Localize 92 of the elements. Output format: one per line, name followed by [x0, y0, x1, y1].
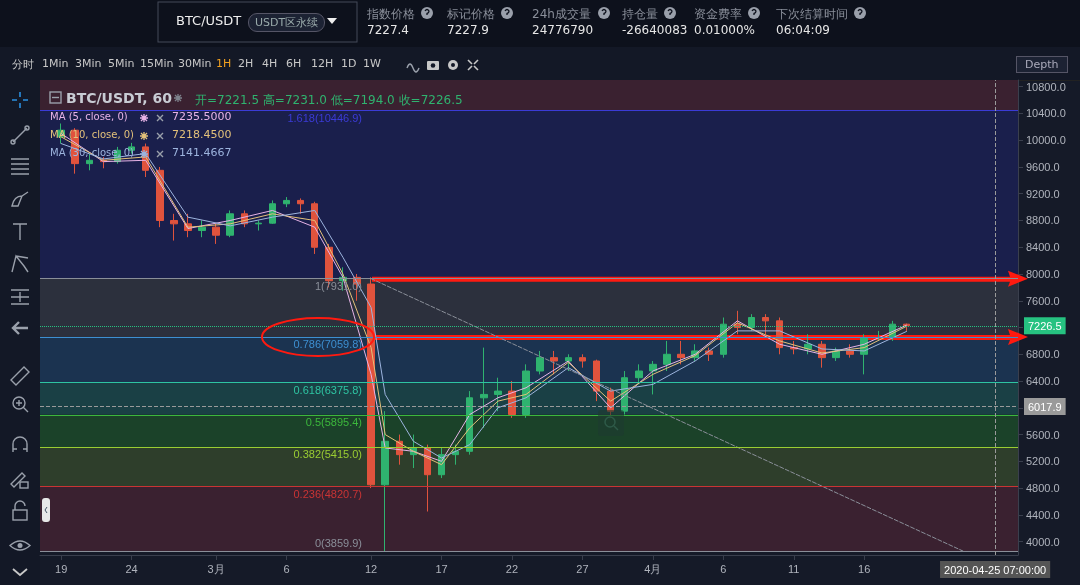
text: 7227.4: [367, 23, 409, 37]
candlestick: [762, 313, 769, 335]
x-tick-label: 22: [505, 562, 519, 575]
x-tick-label: 3月: [207, 562, 225, 575]
y-tick-label: 8000.0: [1026, 268, 1060, 281]
x-tick-label: 11: [788, 562, 800, 575]
x-tick-label: 17: [435, 562, 448, 575]
text: 2H: [238, 57, 254, 70]
candlestick: [677, 340, 685, 365]
text: 指数价格: [367, 6, 415, 23]
ref-line-label: 2020-04-25 07:00:00: [944, 563, 1047, 576]
text: 下次结算时间: [776, 6, 848, 23]
candlestick: [635, 363, 643, 385]
y-tick-label: 9600.0: [1026, 160, 1060, 173]
legend-label: MA (5, close, 0): [50, 111, 128, 122]
y-tick-label: 5600.0: [1026, 428, 1060, 441]
candlestick: [649, 360, 657, 395]
candlestick: [86, 153, 93, 171]
text: 1Min: [42, 57, 69, 70]
ref-line-label: 0.618(6375.8): [293, 384, 362, 397]
candlestick: [198, 219, 206, 238]
candlestick: [550, 350, 558, 375]
text: 分时: [12, 57, 34, 72]
text: 30Min: [178, 57, 212, 70]
x-tick-label: 16: [858, 562, 871, 575]
x-tick-label: 6: [720, 562, 727, 575]
ref-line-label: 0(3859.9): [314, 537, 362, 550]
ref-line-label: 6017.9: [1028, 400, 1062, 413]
x-tick-label: 24: [125, 562, 138, 575]
candlestick: [536, 350, 544, 375]
ref-line-label: 0.236(4820.7): [293, 488, 362, 501]
x-tick-label: 4月: [644, 562, 662, 575]
y-tick-label: 10000.0: [1026, 134, 1066, 147]
candlestick: [846, 343, 854, 359]
text: USDT区永续: [248, 13, 326, 32]
text: 资金费率: [694, 6, 742, 23]
text: 1D: [341, 57, 357, 70]
candlestick: [480, 347, 488, 429]
candlestick: [283, 196, 290, 208]
y-tick-label: 4000.0: [1026, 535, 1060, 548]
annotation: 7235.5000: [172, 110, 232, 123]
x-tick-label: 27: [576, 562, 589, 575]
y-tick-label: 10400.0: [1026, 107, 1066, 120]
y-tick-label: 9200.0: [1026, 187, 1060, 200]
text: BTC/USDT, 60: [66, 90, 172, 106]
ref-line-label: 0.5(5895.4): [305, 416, 362, 429]
y-tick-label: 5200.0: [1026, 455, 1060, 468]
candlestick: [297, 197, 304, 215]
y-tick-label: 6800.0: [1026, 348, 1060, 361]
text: 标记价格: [447, 6, 495, 23]
y-tick-label: 7600.0: [1026, 294, 1060, 307]
x-tick-label: 19: [55, 562, 68, 575]
text: BTC/USDT: [176, 13, 242, 28]
annotation: 开=7221.5 高=7231.0 低=7194.0 收=7226.5: [195, 92, 463, 109]
candlestick: [579, 353, 586, 369]
ref-line-label: 1.618(10446.9): [287, 111, 362, 124]
text: 1W: [363, 57, 381, 70]
candlestick: [212, 223, 220, 245]
text: 3Min: [75, 57, 102, 70]
annotation: 7141.4667: [172, 146, 232, 159]
y-tick-label: 10800.0: [1026, 80, 1066, 93]
y-tick-label: 4800.0: [1026, 482, 1060, 495]
text: 12H: [311, 57, 334, 70]
text: 24h成交量: [532, 6, 591, 23]
text: 7227.9: [447, 23, 489, 37]
candlestick: [565, 353, 572, 372]
text: Depth: [1016, 56, 1068, 73]
text: -26640083: [622, 23, 688, 37]
x-tick-label: 6: [283, 562, 290, 575]
y-tick-label: 4400.0: [1026, 508, 1060, 521]
candlestick: [663, 340, 671, 372]
text: 24776790: [532, 23, 594, 37]
text: 6H: [286, 57, 302, 70]
text: 持仓量: [622, 6, 658, 23]
x-tick-label: 12: [364, 562, 378, 575]
text: 06:04:09: [776, 23, 830, 37]
candlestick: [170, 213, 178, 242]
annotation: 7218.4500: [172, 128, 232, 141]
ref-line-label: 0.786(7059.8): [293, 338, 362, 351]
text: 0.01000%: [694, 23, 756, 37]
candlestick: [494, 377, 502, 412]
candlestick: [381, 410, 389, 552]
ref-line-label: 7226.5: [1028, 319, 1062, 332]
y-tick-label: 6400.0: [1026, 375, 1060, 388]
text: 5Min: [108, 57, 135, 70]
ref-line-label: 0.382(5415.0): [293, 448, 362, 461]
text: 15Min: [140, 57, 174, 70]
candlestick: [255, 219, 262, 232]
y-tick-label: 8400.0: [1026, 241, 1060, 254]
text: 4H: [262, 57, 278, 70]
y-tick-label: 8800.0: [1026, 214, 1060, 227]
text: 1H: [216, 57, 232, 70]
